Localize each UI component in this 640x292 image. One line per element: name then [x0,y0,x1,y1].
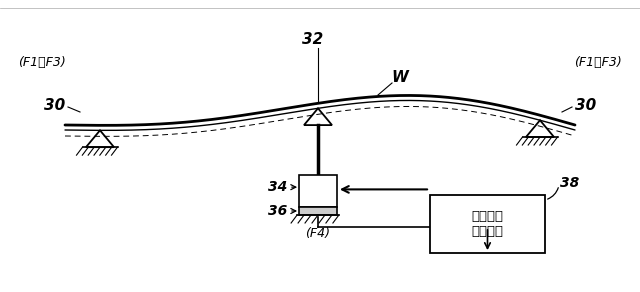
Bar [299,207,337,215]
Text: 36: 36 [268,204,287,218]
Text: (F1～F3): (F1～F3) [18,55,66,69]
Text: 30: 30 [575,98,596,112]
Text: 34: 34 [268,180,287,194]
Bar [299,175,337,207]
Text: 38: 38 [560,176,579,190]
Text: 32: 32 [302,32,324,48]
Bar [430,195,545,253]
Text: W: W [392,70,408,86]
Text: (F1～F3): (F1～F3) [574,55,622,69]
Text: 支持荷重
制御装置: 支持荷重 制御装置 [472,210,504,238]
Text: (F4): (F4) [305,227,330,239]
Text: 30: 30 [44,98,65,112]
